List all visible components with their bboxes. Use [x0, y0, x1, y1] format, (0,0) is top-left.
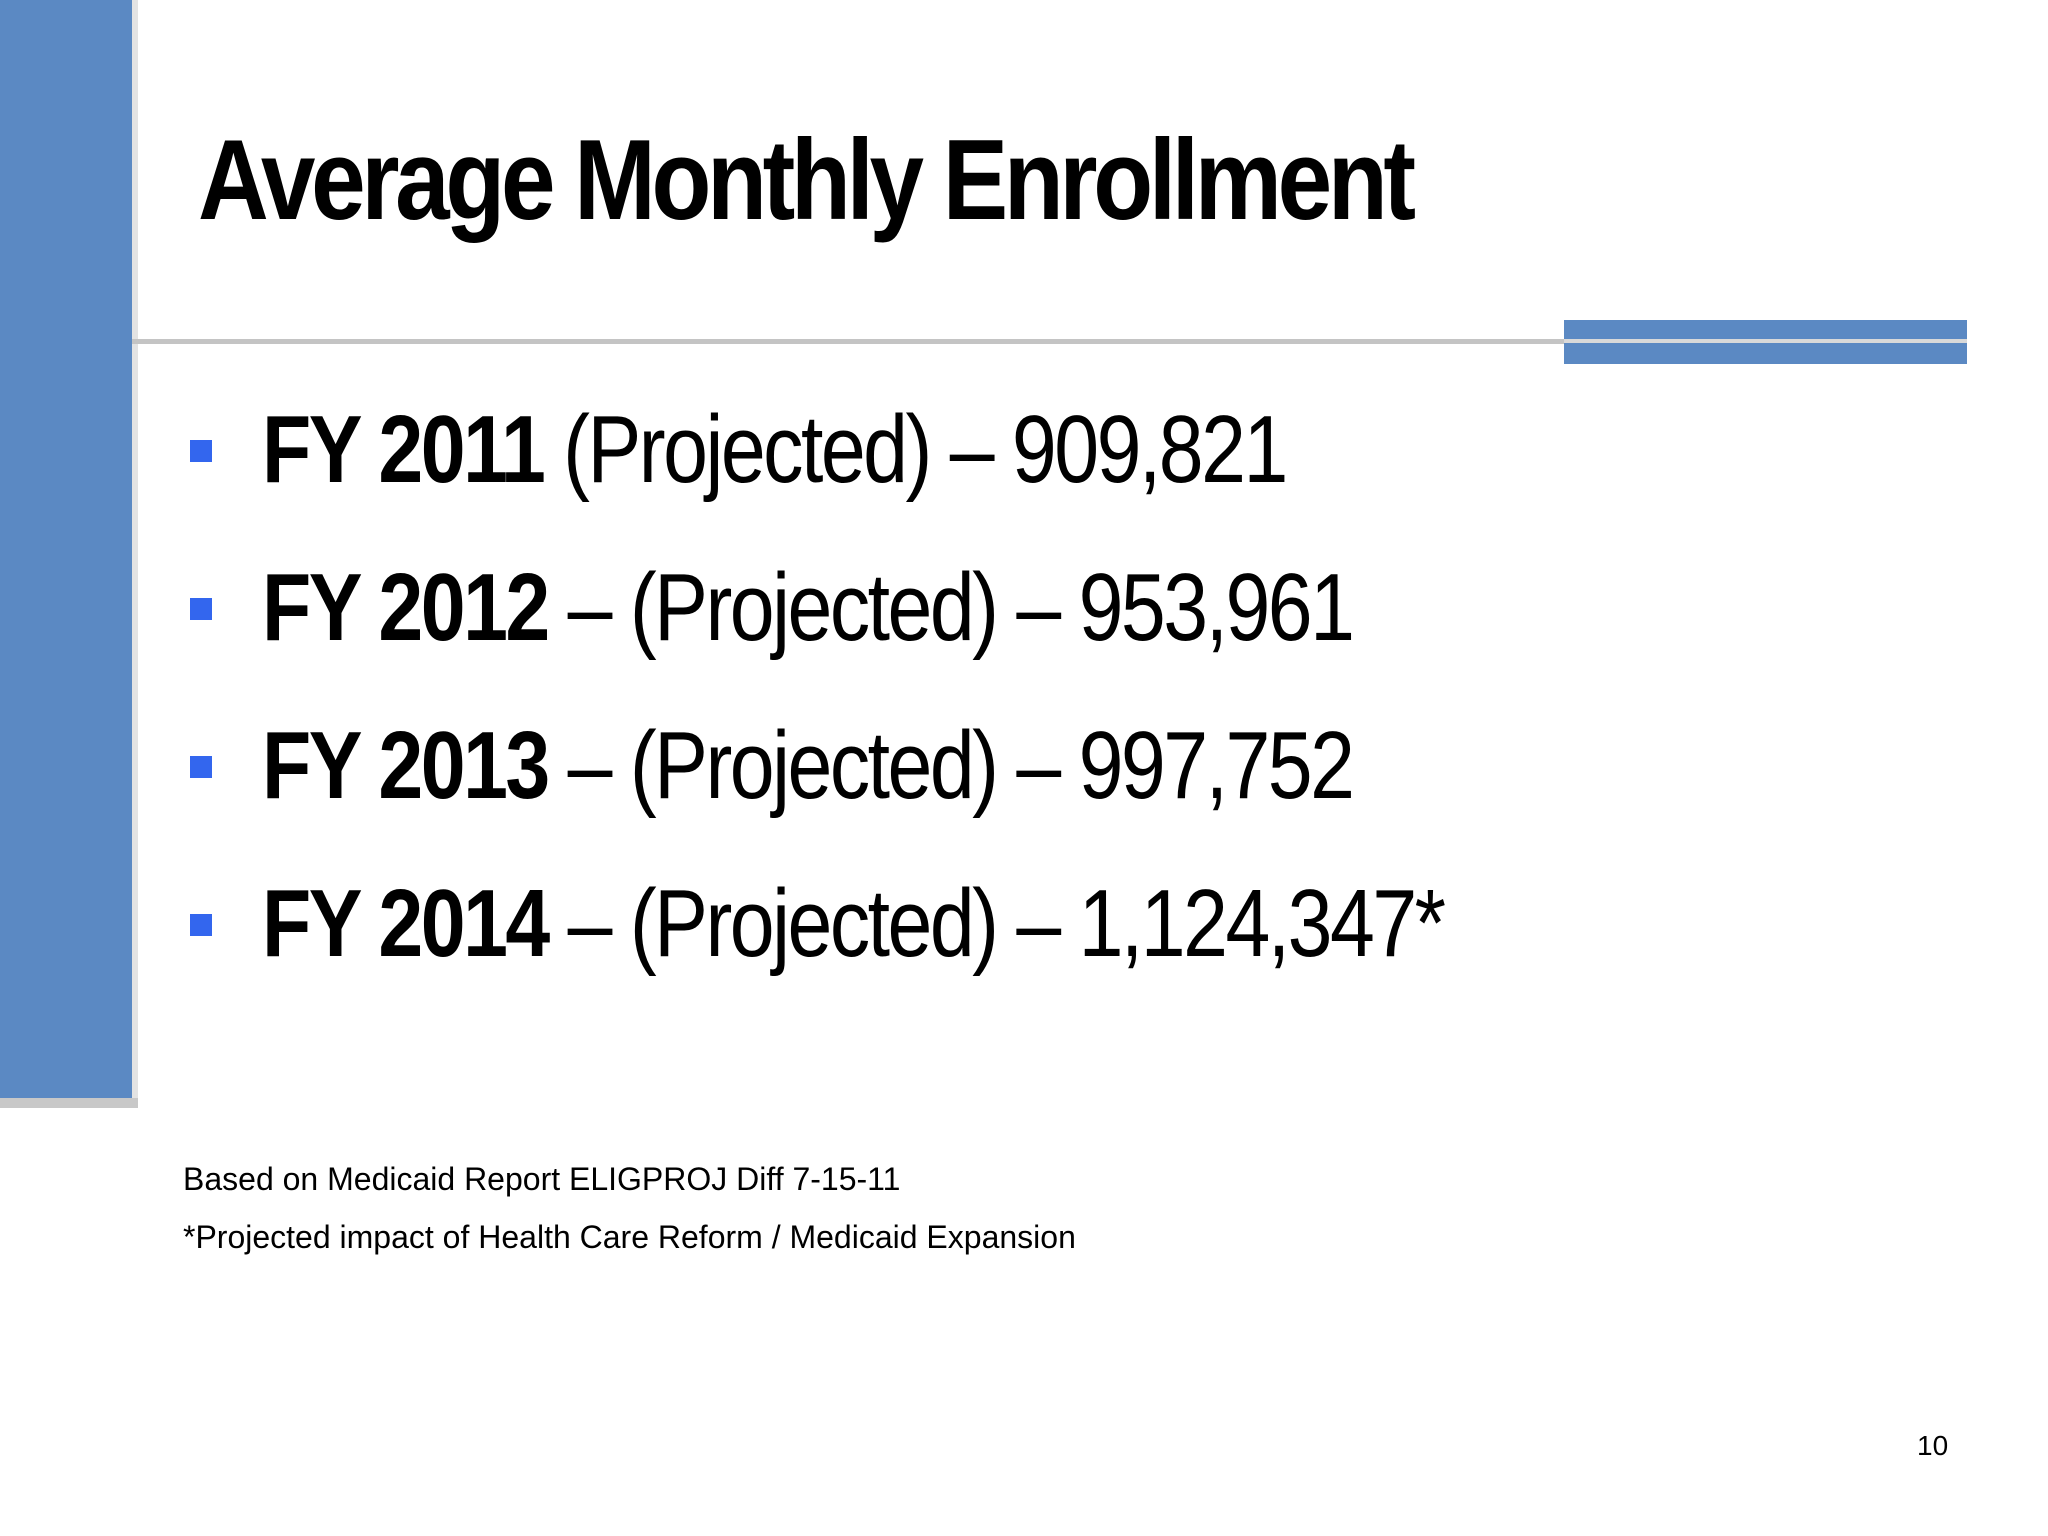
fiscal-year-label: FY 2014 [262, 870, 550, 977]
list-item: FY 2012 – (Projected) – 953,961 [190, 557, 1669, 716]
list-item-text: FY 2013 – (Projected) – 997,752 [262, 715, 1355, 817]
enrollment-list: FY 2011 (Projected) – 909,821 FY 2012 – … [190, 399, 1669, 1032]
square-bullet-icon [190, 756, 212, 778]
projection-text: – (Projected) – 997,752 [547, 712, 1355, 819]
left-accent-bar [0, 0, 132, 1098]
projection-text: – (Projected) – 953,961 [547, 554, 1355, 661]
slide-title: Average Monthly Enrollment [198, 117, 1416, 244]
asterisk-note: *Projected impact of Health Care Reform … [183, 1219, 1076, 1255]
square-bullet-icon [190, 598, 212, 620]
source-note: Based on Medicaid Report ELIGPROJ Diff 7… [183, 1161, 901, 1197]
divider-accent-line [1564, 339, 1967, 343]
list-item: FY 2011 (Projected) – 909,821 [190, 399, 1669, 558]
list-item-text: FY 2012 – (Projected) – 953,961 [262, 557, 1355, 659]
square-bullet-icon [190, 440, 212, 462]
fiscal-year-label: FY 2012 [262, 554, 550, 661]
page-number: 10 [1917, 1430, 1949, 1461]
list-item: FY 2014 – (Projected) – 1,124,347* [190, 873, 1669, 1032]
fiscal-year-label: FY 2011 [262, 396, 546, 503]
left-accent-bar-shadow [0, 1098, 138, 1108]
list-item-text: FY 2014 – (Projected) – 1,124,347* [262, 873, 1446, 975]
square-bullet-icon [190, 914, 212, 936]
title-divider [132, 339, 1967, 344]
footnotes: Based on Medicaid Report ELIGPROJ Diff 7… [183, 1150, 1076, 1266]
left-accent-bar-edge [132, 0, 138, 1108]
fiscal-year-label: FY 2013 [262, 712, 550, 819]
projection-text: – (Projected) – 1,124,347* [547, 870, 1446, 977]
projection-text: (Projected) – 909,821 [543, 396, 1288, 503]
list-item-text: FY 2011 (Projected) – 909,821 [262, 399, 1288, 501]
list-item: FY 2013 – (Projected) – 997,752 [190, 715, 1669, 874]
